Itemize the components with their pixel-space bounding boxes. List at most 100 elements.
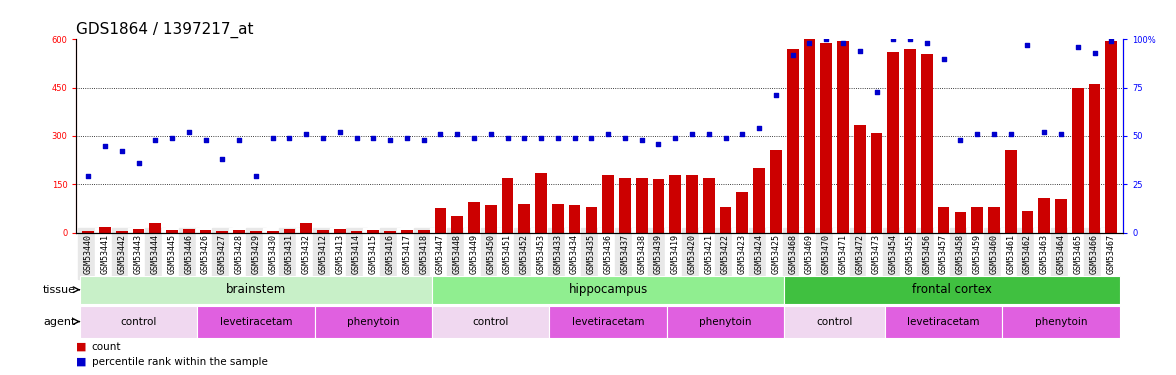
Point xyxy=(767,92,786,98)
Point xyxy=(1018,42,1037,48)
Point xyxy=(515,135,534,141)
Text: GDS1864 / 1397217_at: GDS1864 / 1397217_at xyxy=(76,22,254,38)
Text: levetiracetam: levetiracetam xyxy=(572,316,644,327)
Bar xyxy=(452,216,463,232)
Point xyxy=(180,129,199,135)
Point xyxy=(263,135,282,141)
Bar xyxy=(703,178,715,232)
Point xyxy=(917,40,936,46)
Bar xyxy=(1002,306,1120,338)
Point xyxy=(800,40,818,46)
Bar xyxy=(569,205,581,232)
Point xyxy=(481,131,500,137)
Bar xyxy=(784,276,1120,304)
Bar xyxy=(166,230,178,232)
Bar xyxy=(619,178,630,232)
Bar xyxy=(432,276,784,304)
Bar xyxy=(435,209,446,232)
Point xyxy=(599,131,617,137)
Bar xyxy=(549,306,667,338)
Bar xyxy=(334,229,346,232)
Bar xyxy=(502,178,514,232)
Bar xyxy=(552,204,563,232)
Point xyxy=(247,174,266,180)
Point xyxy=(381,137,400,143)
Text: phenytoin: phenytoin xyxy=(700,316,751,327)
Bar xyxy=(1071,88,1083,232)
Bar xyxy=(367,230,379,232)
Point xyxy=(1051,131,1070,137)
Bar xyxy=(417,230,429,232)
Bar xyxy=(1105,41,1117,232)
Point xyxy=(296,131,315,137)
Bar xyxy=(468,202,480,232)
Bar xyxy=(787,49,799,232)
Point xyxy=(817,36,836,42)
Text: phenytoin: phenytoin xyxy=(1035,316,1088,327)
Bar xyxy=(116,231,128,232)
Point xyxy=(499,135,517,141)
Point xyxy=(448,131,467,137)
Bar xyxy=(1004,150,1016,232)
Bar xyxy=(283,229,295,232)
Point xyxy=(196,137,215,143)
Bar xyxy=(432,306,549,338)
Point xyxy=(968,131,987,137)
Text: control: control xyxy=(120,316,156,327)
Point xyxy=(363,135,382,141)
Bar xyxy=(318,230,329,232)
Bar xyxy=(686,175,697,232)
Point xyxy=(548,135,567,141)
Text: percentile rank within the sample: percentile rank within the sample xyxy=(92,357,268,367)
Bar xyxy=(183,229,195,232)
Point xyxy=(984,131,1003,137)
Bar xyxy=(200,230,212,232)
Text: levetiracetam: levetiracetam xyxy=(220,316,292,327)
Point xyxy=(414,137,433,143)
Bar xyxy=(133,229,145,232)
Point xyxy=(162,135,181,141)
Point xyxy=(716,135,735,141)
Point xyxy=(901,36,920,42)
Bar xyxy=(636,178,648,232)
Bar xyxy=(821,43,833,232)
Bar xyxy=(1022,211,1034,232)
Bar xyxy=(535,173,547,232)
Point xyxy=(834,40,853,46)
Point xyxy=(229,137,248,143)
Text: levetiracetam: levetiracetam xyxy=(908,316,980,327)
Bar xyxy=(99,227,111,232)
Bar xyxy=(971,207,983,232)
Point xyxy=(649,141,668,147)
Point xyxy=(582,135,601,141)
Point xyxy=(397,135,416,141)
Point xyxy=(330,129,349,135)
Point xyxy=(566,135,584,141)
Point xyxy=(95,142,114,148)
Bar xyxy=(770,150,782,232)
Bar xyxy=(870,133,882,232)
Bar xyxy=(586,207,597,232)
Text: hippocampus: hippocampus xyxy=(568,283,648,296)
Point xyxy=(213,156,232,162)
Bar xyxy=(955,211,967,232)
Point xyxy=(615,135,634,141)
Text: control: control xyxy=(473,316,509,327)
Point xyxy=(465,135,483,141)
Text: brainstem: brainstem xyxy=(226,283,286,296)
Point xyxy=(113,148,132,154)
Bar xyxy=(233,230,245,232)
Point xyxy=(314,135,333,141)
Point xyxy=(1102,38,1121,44)
Bar xyxy=(854,124,866,232)
Point xyxy=(1068,44,1087,50)
Bar xyxy=(80,276,432,304)
Bar xyxy=(216,231,228,232)
Bar xyxy=(884,306,1002,338)
Point xyxy=(1085,50,1104,56)
Bar xyxy=(837,41,849,232)
Point xyxy=(347,135,366,141)
Bar xyxy=(754,168,764,232)
Bar xyxy=(720,207,731,232)
Point xyxy=(850,48,869,54)
